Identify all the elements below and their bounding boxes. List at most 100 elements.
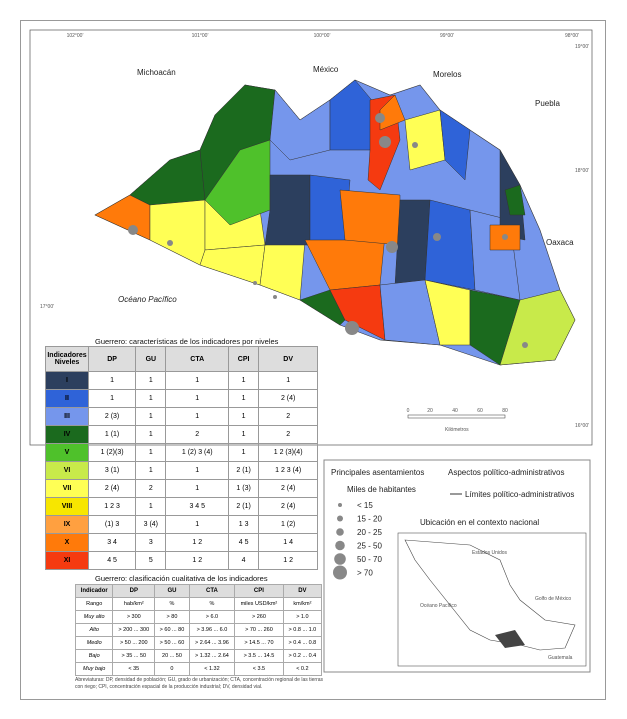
value-cell: 2 (4) [258, 389, 318, 408]
unit-cell: % [154, 597, 190, 611]
header-cell: GU [135, 346, 167, 372]
class-cell: > 35 ... 50 [112, 649, 156, 663]
class-cell: > 70 ... 260 [234, 623, 284, 637]
header-cell: CTA [165, 346, 229, 372]
value-cell: 1 [135, 497, 167, 516]
value-cell: 3 (1) [87, 461, 137, 480]
class-cell: > 3.5 ... 14.5 [234, 649, 284, 663]
level-cell: VIII [45, 497, 89, 516]
unit-cell: hab/km² [112, 597, 156, 611]
value-cell: 1 4 [258, 533, 318, 552]
classes-table: Indicador DP GU CTA CPI DV Rango hab/km²%% miles… [74, 584, 323, 676]
levels-table: Indicadores Niveles DP GU CTA CPI DV I 1 1 1 1 1 II 1… [45, 346, 318, 570]
state-label: Oaxaca [546, 238, 574, 247]
scale-bar [407, 414, 506, 419]
class-cell: < 35 [112, 662, 156, 676]
legend-class: 50 - 70 [357, 555, 382, 564]
value-cell: 1 [165, 389, 229, 408]
state-label: Michoacán [137, 68, 176, 77]
class-cell: > 3.96 ... 6.0 [188, 623, 236, 637]
class-cell: > 0.2 ... 0.4 [282, 649, 323, 663]
value-cell: 3 [135, 533, 167, 552]
unit-cell: km/km² [282, 597, 323, 611]
value-cell: 4 5 [87, 551, 137, 570]
footnote: Abreviaturas: DP, densidad de población;… [75, 677, 324, 690]
scale-label: 40 [452, 408, 458, 414]
class-row: Alto > 200 ... 300 > 60 ... 80 > 3.96 ... 6… [74, 623, 323, 637]
level-row: II 1 1 1 1 2 (4) [45, 389, 318, 408]
value-cell: 2 (4) [258, 497, 318, 516]
coord-label: 17°00' [40, 304, 54, 310]
class-cell: > 60 ... 80 [154, 623, 190, 637]
scale-label: 60 [477, 408, 483, 414]
value-cell: 2 [258, 407, 318, 426]
inset-title: Ubicación en el contexto nacional [420, 518, 539, 527]
level-row: VII 2 (4) 2 1 1 (3) 2 (4) [45, 479, 318, 498]
unit-cell: % [188, 597, 236, 611]
header-row: Indicador DP GU CTA CPI DV [74, 584, 323, 598]
class-row: Muy alto > 300 > 80 > 6.0 > 260 > 1.0 [74, 610, 323, 624]
class-cell: > 2.64 ... 3.96 [188, 636, 236, 650]
legend-class: 20 - 25 [357, 528, 382, 537]
legend-symbol [333, 565, 347, 580]
legend-symbol [334, 553, 346, 565]
inset-label: Golfo de México [535, 596, 571, 602]
inset-label: Guatemala [548, 655, 573, 661]
header-cell: Indicadores Niveles [45, 346, 89, 372]
level-cell: X [45, 533, 89, 552]
inset-label: Océano Pacífico [420, 603, 457, 609]
value-cell: 1 [165, 461, 229, 480]
state-label: Puebla [535, 99, 560, 108]
inset-mexico [404, 539, 576, 651]
value-cell: 2 [165, 425, 229, 444]
class-cell: > 80 [154, 610, 190, 624]
level-row: IV 1 (1) 1 2 1 2 [45, 425, 318, 444]
class-cell: Muy alto [74, 610, 114, 624]
class-row: Muy bajo < 35 0 < 1.32 < 3.5 < 0.2 [74, 662, 323, 676]
value-cell: 1 [87, 389, 137, 408]
class-cell: Bajo [74, 649, 114, 663]
value-cell: 1 [135, 443, 167, 462]
level-cell: III [45, 407, 89, 426]
value-cell: 1 2 (3)(4) [258, 443, 318, 462]
class-cell: > 300 [112, 610, 156, 624]
class-cell: > 50 ... 200 [112, 636, 156, 650]
value-cell: 1 [135, 461, 167, 480]
legend-symbol [338, 503, 342, 507]
class-cell: > 1.0 [282, 610, 323, 624]
coord-label: 18°00' [575, 168, 589, 174]
value-cell: 1 [165, 371, 229, 390]
header-cell: DP [87, 346, 137, 372]
header-row: Indicadores Niveles DP GU CTA CPI DV [45, 346, 318, 372]
legend-class: 25 - 50 [357, 542, 382, 551]
class-cell: < 1.32 [188, 662, 236, 676]
class-cell: > 1.32 ... 2.64 [188, 649, 236, 663]
inset-guerrero [495, 630, 525, 648]
value-cell: 2 (1) [227, 461, 260, 480]
scale-label: 80 [502, 408, 508, 414]
coord-label: 98°00' [565, 33, 579, 39]
class-cell: < 3.5 [234, 662, 284, 676]
header-cell: DP [112, 584, 156, 598]
legend-title: Aspectos político-administrativos [448, 468, 565, 477]
scale-label: 0 [407, 408, 410, 414]
class-cell: 20 ... 50 [154, 649, 190, 663]
scale-label: 20 [427, 408, 433, 414]
value-cell: 1 (2) 3 (4) [165, 443, 229, 462]
value-cell: 1 (2)(3) [87, 443, 137, 462]
state-label: México [313, 65, 339, 74]
coord-label: 16°00' [575, 423, 589, 429]
inset-label: Estados Unidos [472, 550, 508, 556]
legend-symbol [335, 540, 345, 551]
header-cell: CPI [234, 584, 284, 598]
value-cell: 1 [165, 407, 229, 426]
value-cell: 2 (1) [227, 497, 260, 516]
table-title: Guerrero: clasificación cualitativa de l… [95, 574, 268, 583]
table-title: Guerrero: características de los indicad… [95, 337, 279, 346]
coord-label: 102°00' [67, 33, 84, 39]
value-cell: 2 [135, 479, 167, 498]
value-cell: 1 [87, 371, 137, 390]
